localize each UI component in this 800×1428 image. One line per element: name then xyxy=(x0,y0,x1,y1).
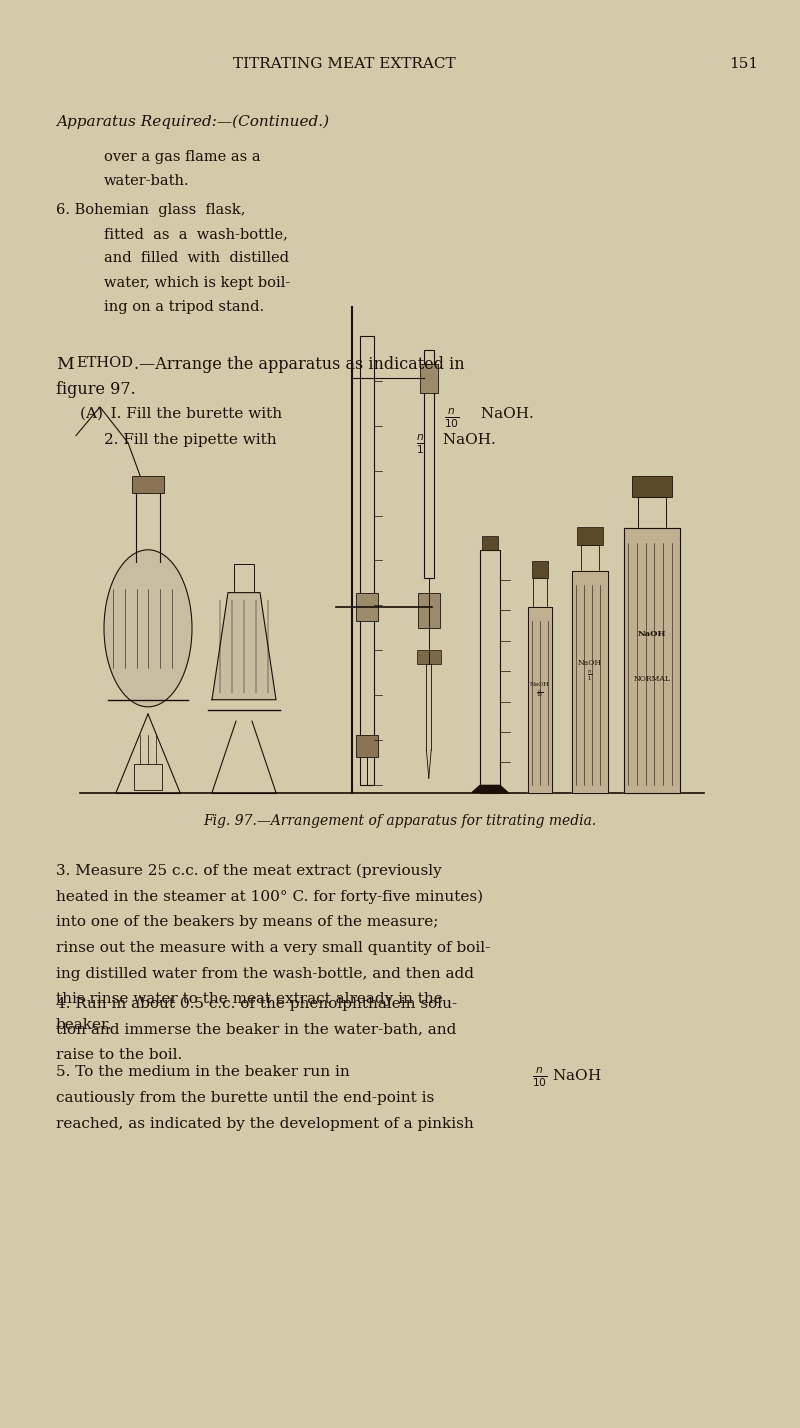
Bar xyxy=(132,476,164,493)
Text: water, which is kept boil-: water, which is kept boil- xyxy=(104,276,290,290)
Text: TITRATING MEAT EXTRACT: TITRATING MEAT EXTRACT xyxy=(233,57,455,71)
Text: 6. Bohemian  glass  flask,: 6. Bohemian glass flask, xyxy=(56,203,246,217)
Text: .—Arrange the apparatus as indicated in: .—Arrange the apparatus as indicated in xyxy=(134,356,465,373)
Bar xyxy=(632,476,672,497)
Bar xyxy=(234,564,254,593)
Text: fitted  as  a  wash-bottle,: fitted as a wash-bottle, xyxy=(104,227,288,241)
Bar xyxy=(417,650,441,664)
Text: $\frac{n}{1}$: $\frac{n}{1}$ xyxy=(416,433,425,456)
Text: figure 97.: figure 97. xyxy=(56,381,136,398)
Text: NaOH.: NaOH. xyxy=(438,433,496,447)
Bar xyxy=(581,545,599,571)
Text: this rinse water to the meat extract already in the: this rinse water to the meat extract alr… xyxy=(56,992,442,1007)
Text: M: M xyxy=(56,356,74,373)
Bar xyxy=(424,350,434,578)
Polygon shape xyxy=(472,785,508,793)
Text: and  filled  with  distilled: and filled with distilled xyxy=(104,251,289,266)
Bar xyxy=(480,550,500,793)
Text: $\frac{n}{10}$ NaOH: $\frac{n}{10}$ NaOH xyxy=(532,1065,602,1088)
Bar xyxy=(578,527,602,545)
Text: $\frac{n}{10}$: $\frac{n}{10}$ xyxy=(444,407,459,430)
Bar xyxy=(420,364,438,393)
Text: 151: 151 xyxy=(730,57,758,71)
Bar xyxy=(360,336,374,785)
Bar xyxy=(532,561,549,578)
Text: NaOH: NaOH xyxy=(638,630,666,638)
Text: heated in the steamer at 100° C. for forty-five minutes): heated in the steamer at 100° C. for for… xyxy=(56,890,483,904)
Polygon shape xyxy=(572,571,608,793)
Text: NaOH
$\frac{n}{1}$: NaOH $\frac{n}{1}$ xyxy=(578,658,602,683)
Text: ETHOD: ETHOD xyxy=(76,356,133,370)
Text: 2. Fill the pipette with: 2. Fill the pipette with xyxy=(104,433,282,447)
Text: over a gas flame as a: over a gas flame as a xyxy=(104,150,261,164)
Polygon shape xyxy=(212,593,276,700)
Text: raise to the boil.: raise to the boil. xyxy=(56,1048,182,1062)
Polygon shape xyxy=(528,607,552,793)
Text: water-bath.: water-bath. xyxy=(104,174,190,188)
Text: beaker.: beaker. xyxy=(56,1018,113,1032)
Bar xyxy=(356,593,378,621)
Text: NORMAL: NORMAL xyxy=(634,675,670,683)
Bar xyxy=(628,594,676,714)
Text: into one of the beakers by means of the measure;: into one of the beakers by means of the … xyxy=(56,915,438,930)
Text: 5. To the medium in the beaker run in: 5. To the medium in the beaker run in xyxy=(56,1065,350,1080)
Text: ing distilled water from the wash-bottle, and then add: ing distilled water from the wash-bottle… xyxy=(56,967,474,981)
Text: NaOH
$\frac{n}{10}$: NaOH $\frac{n}{10}$ xyxy=(530,681,550,700)
Text: (A) I. Fill the burette with: (A) I. Fill the burette with xyxy=(80,407,287,421)
Text: Fig. 97.—Arrangement of apparatus for titrating media.: Fig. 97.—Arrangement of apparatus for ti… xyxy=(203,814,597,828)
Text: NaOH.: NaOH. xyxy=(476,407,534,421)
Text: 4. Run in about 0.5 c.c. of the phenolphthalein solu-: 4. Run in about 0.5 c.c. of the phenolph… xyxy=(56,997,457,1011)
Bar xyxy=(418,593,440,628)
Polygon shape xyxy=(624,528,680,793)
Text: rinse out the measure with a very small quantity of boil-: rinse out the measure with a very small … xyxy=(56,941,490,955)
Bar xyxy=(134,764,162,790)
Bar xyxy=(482,536,498,550)
Circle shape xyxy=(104,550,192,707)
Text: ing on a tripod stand.: ing on a tripod stand. xyxy=(104,300,264,314)
Text: cautiously from the burette until the end-point is: cautiously from the burette until the en… xyxy=(56,1091,434,1105)
Bar xyxy=(638,497,666,528)
Text: Apparatus Required:—(Continued.): Apparatus Required:—(Continued.) xyxy=(56,114,329,129)
Bar xyxy=(356,735,378,757)
Text: reached, as indicated by the development of a pinkish: reached, as indicated by the development… xyxy=(56,1117,474,1131)
Bar xyxy=(533,578,547,607)
Text: 3. Measure 25 c.c. of the meat extract (previously: 3. Measure 25 c.c. of the meat extract (… xyxy=(56,864,442,878)
Text: tion and immerse the beaker in the water-bath, and: tion and immerse the beaker in the water… xyxy=(56,1022,456,1037)
